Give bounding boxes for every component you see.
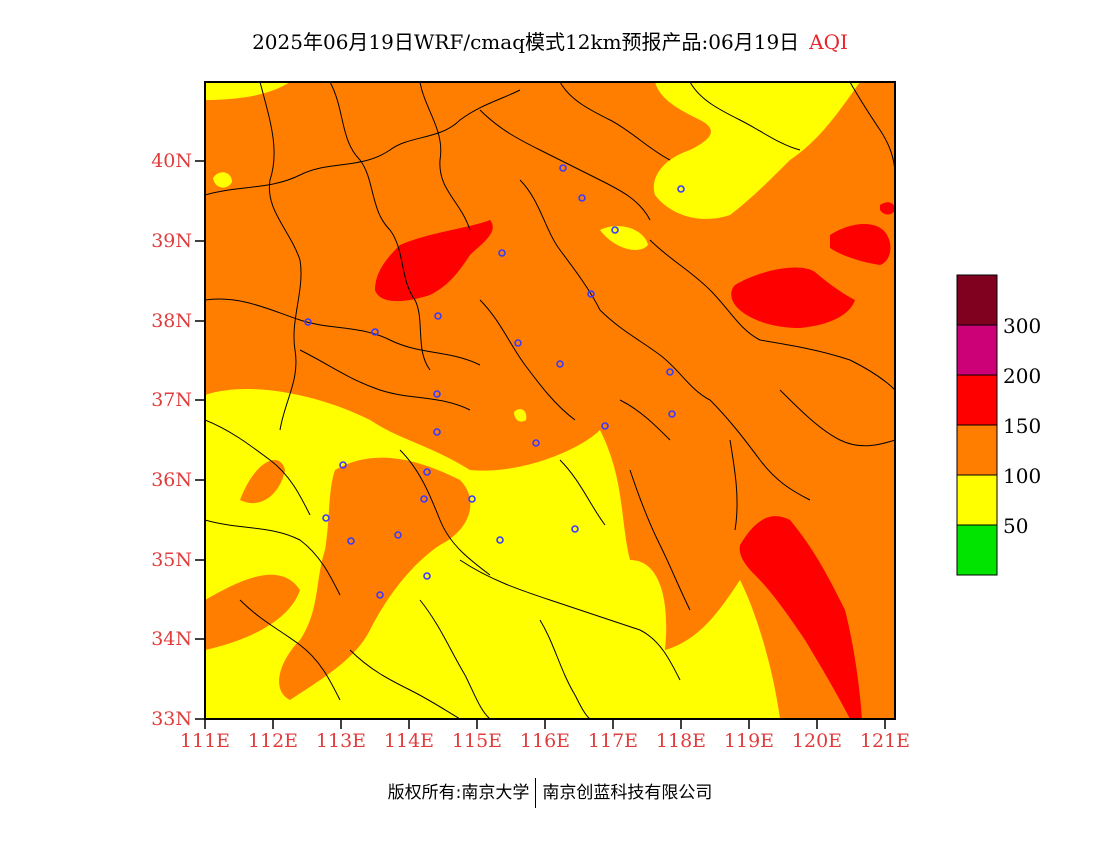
- legend-swatch-300plus: [956, 274, 998, 326]
- lon-label: 121E: [859, 730, 911, 752]
- aqi-region-orange-band: [279, 457, 471, 700]
- city-marker: [394, 531, 402, 539]
- legend-label-150: 150: [1003, 414, 1042, 438]
- aqi-region-orange-sw: [205, 574, 300, 650]
- city-marker: [496, 536, 504, 544]
- aqi-region-yellow-dot: [213, 172, 232, 188]
- lat-label: 38N: [151, 310, 192, 332]
- admin-boundaries: [205, 82, 895, 719]
- aqi-region-red-dot: [880, 202, 895, 215]
- lat-ticks: [195, 160, 205, 720]
- aqi-field: [205, 82, 895, 719]
- city-marker: [514, 339, 522, 347]
- city-marker: [666, 368, 674, 376]
- legend-swatch-200-300: [956, 324, 998, 376]
- lon-label: 119E: [723, 730, 775, 752]
- aqi-region-red-shanxi: [375, 220, 493, 302]
- legend-label-100: 100: [1003, 464, 1042, 488]
- lat-label: 40N: [151, 150, 192, 172]
- footer-separator: [535, 778, 537, 808]
- lon-label: 112E: [247, 730, 299, 752]
- lat-label: 35N: [151, 549, 192, 571]
- city-marker: [468, 495, 476, 503]
- lon-ticks: [204, 719, 886, 729]
- lon-label: 114E: [383, 730, 435, 752]
- legend-swatch-100-150: [956, 424, 998, 476]
- copyright-footer: 版权所有:南京大学 南京创蓝科技有限公司: [0, 778, 1100, 808]
- city-marker: [559, 164, 567, 172]
- city-markers: [304, 164, 685, 599]
- city-marker: [587, 290, 595, 298]
- lon-label: 115E: [451, 730, 503, 752]
- legend-swatch-50-100: [956, 474, 998, 526]
- aqi-region-red-coast: [739, 516, 862, 719]
- aqi-region-yellow-nw: [205, 82, 290, 100]
- aqi-region-yellow-north: [653, 82, 860, 219]
- city-marker: [433, 428, 441, 436]
- lon-label: 120E: [791, 730, 843, 752]
- city-marker: [339, 461, 347, 469]
- title-main: 2025年06月19日WRF/cmaq模式12km预报产品:06月19日: [252, 30, 800, 54]
- footer-copyright-left: 版权所有:南京大学: [387, 783, 530, 803]
- city-marker: [532, 439, 540, 447]
- legend-label-300: 300: [1003, 314, 1042, 338]
- lon-label: 116E: [519, 730, 571, 752]
- lon-label: 113E: [315, 730, 367, 752]
- map-title: 2025年06月19日WRF/cmaq模式12km预报产品:06月19日 AQI: [0, 26, 1100, 55]
- city-marker: [571, 525, 579, 533]
- legend-swatch-0-50: [956, 524, 998, 576]
- city-marker: [556, 360, 564, 368]
- legend-label-200: 200: [1003, 364, 1042, 388]
- city-marker: [668, 410, 676, 418]
- city-marker: [423, 572, 431, 580]
- lat-label: 33N: [151, 708, 192, 730]
- city-marker: [304, 318, 312, 326]
- lat-label: 36N: [151, 469, 192, 491]
- city-marker: [322, 514, 330, 522]
- legend-swatch-150-200: [956, 374, 998, 426]
- legend-colorbar: [956, 274, 998, 576]
- aqi-region-yellow-dot2: [514, 409, 527, 422]
- footer-copyright-right: 南京创蓝科技有限公司: [542, 783, 713, 803]
- title-aqi-tag: AQI: [809, 30, 848, 54]
- aqi-region-red-bohai: [731, 267, 855, 328]
- city-marker: [347, 537, 355, 545]
- lon-label: 118E: [655, 730, 707, 752]
- city-marker: [434, 312, 442, 320]
- city-marker: [371, 328, 379, 336]
- legend-label-50: 50: [1003, 514, 1029, 538]
- aqi-region-red-east: [830, 224, 891, 265]
- lat-label: 34N: [151, 628, 192, 650]
- city-marker: [601, 422, 609, 430]
- lon-label: 111E: [179, 730, 231, 752]
- city-marker: [433, 390, 441, 398]
- lat-label: 39N: [151, 230, 192, 252]
- city-marker: [677, 185, 685, 193]
- city-marker: [578, 194, 586, 202]
- lon-label: 117E: [587, 730, 639, 752]
- lat-label: 37N: [151, 389, 192, 411]
- city-marker: [423, 468, 431, 476]
- city-marker: [611, 226, 619, 234]
- city-marker: [420, 495, 428, 503]
- city-marker: [498, 249, 506, 257]
- aqi-region-orange-patch: [240, 460, 285, 504]
- city-marker: [376, 591, 384, 599]
